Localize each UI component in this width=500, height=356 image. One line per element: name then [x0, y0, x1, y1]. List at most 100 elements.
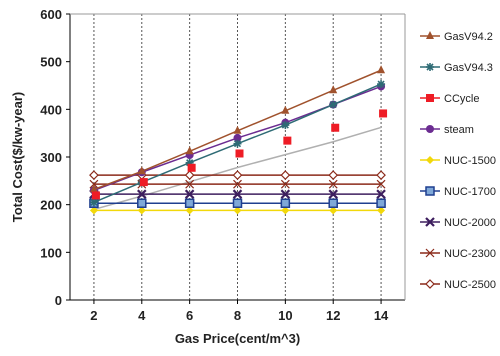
legend-marker [426, 94, 434, 102]
data-point-nuc-1700 [280, 198, 291, 208]
x-tick-label: 6 [186, 308, 193, 323]
y-tick-label: 400 [40, 102, 62, 117]
x-tick-label: 4 [138, 308, 146, 323]
data-point-nuc-2000 [328, 189, 338, 199]
marker-stroke [376, 189, 386, 199]
marker-stroke [137, 189, 147, 199]
data-point-gasv94-3 [233, 139, 242, 148]
data-point-gasv94-3 [89, 198, 98, 207]
series-group [89, 65, 388, 215]
legend-item-steam: steam [420, 124, 474, 136]
data-point-nuc-2300 [233, 179, 242, 189]
marker-stroke [232, 189, 243, 199]
x-tick-label: 12 [326, 308, 340, 323]
legend-label: NUC-1700 [444, 186, 496, 198]
data-point-nuc-2000 [184, 189, 195, 199]
legend-label: NUC-2500 [444, 279, 496, 291]
data-point-nuc-1500 [137, 206, 146, 215]
data-point-nuc-1700 [328, 198, 338, 208]
x-tick-label: 2 [90, 308, 97, 323]
data-point-gasv94-3 [377, 80, 386, 89]
data-point-gasv94-2 [329, 85, 338, 94]
legend-item-nuc-1700: NUC-1700 [420, 186, 496, 198]
marker-stroke [328, 189, 338, 199]
marker-stroke [425, 248, 435, 258]
data-point-ccycle [283, 136, 292, 145]
y-tick-label: 0 [55, 293, 62, 308]
data-point-ccycle [331, 123, 340, 132]
data-point-nuc-1500 [377, 206, 386, 215]
marker-stroke [233, 179, 242, 189]
legend-label: steam [444, 124, 474, 136]
legend-label: GasV94.2 [444, 31, 493, 43]
data-point-nuc-2500 [184, 170, 195, 180]
legend-marker [425, 217, 435, 227]
legend-label: NUC-1500 [444, 155, 496, 167]
data-point-gasv94-3 [329, 100, 338, 109]
data-point-nuc-2300 [376, 179, 386, 189]
data-point-nuc-2000 [232, 189, 243, 199]
legend: GasV94.2 GasV94.3 CCycle steam NUC-1500 NUC-1… [420, 31, 496, 291]
marker-stroke [328, 179, 338, 189]
data-point-nuc-2500 [280, 170, 291, 180]
data-point-nuc-1700 [184, 198, 195, 208]
legend-marker [425, 186, 435, 196]
data-point-gasv94-2 [89, 184, 98, 193]
data-point-nuc-1500 [233, 206, 242, 215]
data-point-nuc-2300 [185, 179, 195, 189]
legend-label: CCycle [444, 93, 479, 105]
legend-label: NUC-2000 [444, 217, 496, 229]
x-tick-label: 8 [234, 308, 241, 323]
data-point-nuc-2500 [328, 170, 339, 180]
data-point-nuc-1500 [89, 206, 98, 215]
x-tick-label: 10 [278, 308, 292, 323]
data-point-gasv94-2 [281, 105, 290, 114]
data-point-nuc-2300 [280, 179, 290, 189]
data-point-nuc-2000 [280, 189, 291, 199]
data-point-gasv94-2 [377, 65, 386, 74]
legend-item-nuc-2500: NUC-2500 [420, 279, 496, 291]
data-point-nuc-1500 [185, 206, 194, 215]
x-axis-title: Gas Price(cent/m^3) [175, 331, 300, 346]
data-point-ccycle [379, 109, 388, 118]
marker-stroke [376, 179, 386, 189]
marker-stroke [185, 179, 195, 189]
data-point-nuc-1700 [232, 198, 243, 208]
marker-stroke [280, 189, 291, 199]
legend-item-nuc-1500: NUC-1500 [420, 155, 496, 167]
data-point-gasv94-2 [233, 125, 242, 134]
series-line-ccycle-trend [93, 126, 382, 211]
y-axis-title: Total Cost($/kw-year) [10, 92, 25, 223]
legend-item-gasv94-2: GasV94.2 [420, 31, 493, 43]
marker-stroke [425, 217, 435, 227]
data-point-nuc-1500 [281, 206, 290, 215]
y-tick-label: 100 [40, 245, 62, 260]
data-point-ccycle [235, 149, 244, 158]
legend-marker [426, 125, 434, 133]
legend-marker [425, 248, 435, 258]
marker-stroke [89, 179, 99, 189]
data-point-nuc-2500 [89, 170, 99, 180]
legend-item-ccycle: CCycle [420, 93, 479, 105]
data-point-nuc-1700 [137, 198, 147, 208]
data-point-nuc-2000 [137, 189, 147, 199]
y-tick-label: 600 [40, 7, 62, 22]
data-point-ccycle [187, 163, 196, 172]
marker-stroke [184, 189, 195, 199]
axes: 0 100 200 300 400 500 600 2 4 6 8 10 12 14 [40, 7, 406, 323]
legend-marker [426, 63, 434, 71]
legend-item-nuc-2300: NUC-2300 [420, 248, 496, 260]
data-point-nuc-2000 [376, 189, 386, 199]
data-point-nuc-1700 [376, 198, 386, 208]
marker-stroke [280, 179, 290, 189]
data-point-nuc-2300 [89, 179, 99, 189]
legend-label: GasV94.3 [444, 62, 493, 74]
legend-marker [425, 279, 435, 289]
data-point-nuc-2500 [376, 170, 386, 180]
y-tick-label: 300 [40, 150, 62, 165]
legend-item-nuc-2000: NUC-2000 [420, 217, 496, 229]
y-tick-label: 200 [40, 198, 62, 213]
data-point-nuc-2300 [328, 179, 338, 189]
data-point-nuc-1500 [329, 206, 338, 215]
